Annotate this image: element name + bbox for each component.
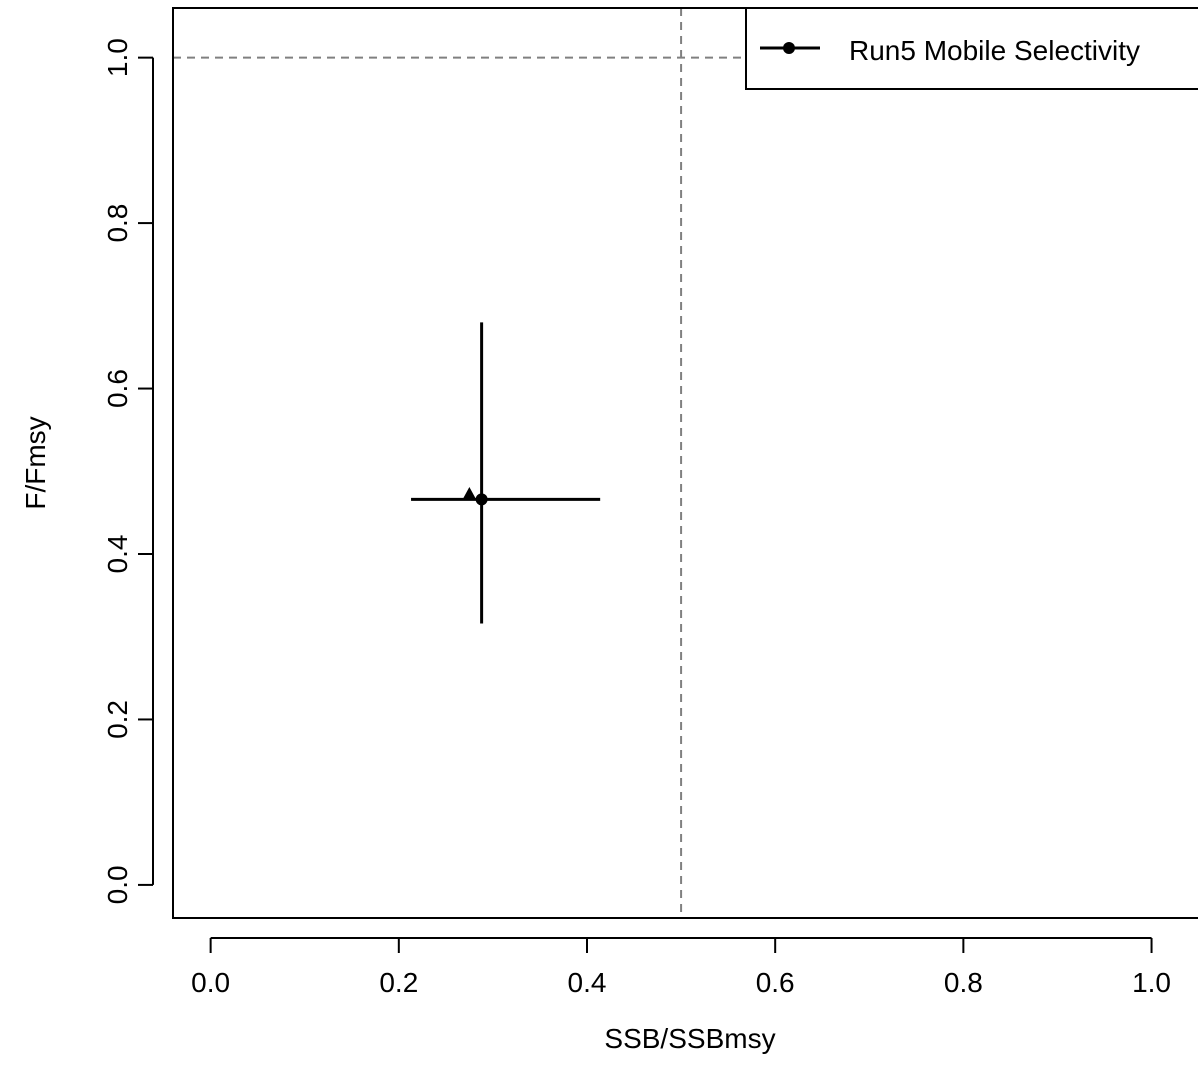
x-tick-label: 0.2 [379,967,418,998]
x-tick-label: 1.0 [1132,967,1171,998]
y-tick-label: 0.0 [102,865,133,904]
x-tick-label: 0.4 [568,967,607,998]
legend-point-swatch [783,42,795,54]
plot-frame [172,7,1198,919]
legend: Run5 Mobile Selectivity [745,7,1198,90]
axes: 0.0 0.2 0.4 0.6 0.8 1.0 0.0 0.2 0.4 0.6 0.8 1.0 [102,38,1171,998]
legend-box [745,7,1198,90]
y-tick-label: 0.6 [102,369,133,408]
y-tick-label: 0.2 [102,700,133,739]
y-tick-label: 0.8 [102,204,133,243]
reference-lines [173,8,1198,918]
x-tick-label: 0.8 [944,967,983,998]
y-tick-label: 1.0 [102,38,133,77]
x-axis-label: SSB/SSBmsy [604,1023,775,1054]
data-point-triangle [463,487,476,499]
x-tick-label: 0.6 [756,967,795,998]
data-marks [411,322,601,624]
y-axis-label: F/Fmsy [20,416,51,509]
x-tick-label: 0.0 [191,967,230,998]
y-tick-label: 0.4 [102,535,133,574]
data-point-circle [475,493,488,506]
legend-entry-label: Run5 Mobile Selectivity [849,35,1140,66]
